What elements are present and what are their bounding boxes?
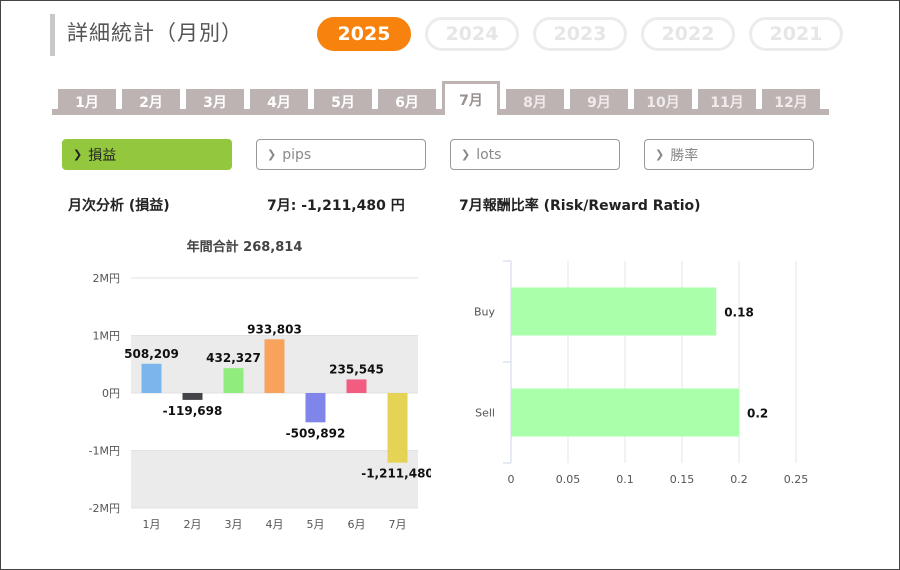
x-tick-label: 2月 — [184, 518, 202, 531]
data-label: -119,698 — [163, 404, 223, 418]
tab-month-5[interactable]: 5月 — [314, 89, 372, 115]
year-button-2022[interactable]: 2022 — [641, 17, 735, 51]
x-tick-label: 5月 — [307, 518, 325, 531]
x-tick-label: 6月 — [348, 518, 366, 531]
rr-title: 7月報酬比率 (Risk/Reward Ratio) — [459, 198, 701, 214]
tab-month-11[interactable]: 11月 — [698, 89, 756, 115]
tab-month-3[interactable]: 3月 — [186, 89, 244, 115]
rr-bar-sell — [511, 388, 739, 437]
chevron-right-icon: ❯ — [267, 148, 277, 161]
filter-label: 勝率 — [670, 147, 699, 164]
plot-band — [131, 450, 418, 508]
year-selector: 2025 2024 2023 2022 2021 — [317, 17, 843, 51]
tab-month-4[interactable]: 4月 — [250, 89, 308, 115]
filter-label: pips — [282, 146, 312, 163]
data-label: 0.18 — [724, 306, 754, 320]
tab-month-6[interactable]: 6月 — [378, 89, 436, 115]
year-button-2024[interactable]: 2024 — [425, 17, 519, 51]
data-label: 933,803 — [247, 322, 302, 336]
chevron-right-icon: ❯ — [461, 148, 471, 161]
bar-2 — [182, 393, 203, 400]
x-tick-label: 0 — [508, 473, 515, 486]
month-tabs: 1月 2月 3月 4月 5月 6月 7月 8月 9月 10月 11月 12月 — [52, 81, 829, 115]
x-tick-label: 0.15 — [670, 473, 695, 486]
bar-5 — [305, 393, 326, 423]
tab-month-10[interactable]: 10月 — [634, 89, 692, 115]
x-tick-label: 0.05 — [556, 473, 581, 486]
year-button-2021[interactable]: 2021 — [749, 17, 843, 51]
data-label: -509,892 — [286, 426, 346, 440]
x-tick-label: 0.25 — [784, 473, 809, 486]
tab-month-2[interactable]: 2月 — [122, 89, 180, 115]
filter-label: lots — [476, 146, 502, 163]
year-button-2023[interactable]: 2023 — [533, 17, 627, 51]
x-tick-label: 4月 — [266, 518, 284, 531]
x-tick-label: 1月 — [143, 518, 161, 531]
year-button-2025[interactable]: 2025 — [317, 17, 411, 51]
data-label: 432,327 — [206, 351, 261, 365]
tab-month-7[interactable]: 7月 — [442, 81, 500, 115]
y-tick-label: Buy — [474, 306, 496, 319]
x-tick-label: 3月 — [225, 518, 243, 531]
x-tick-label: 0.2 — [730, 473, 748, 486]
rr-bar-buy — [511, 287, 717, 336]
x-tick-label: 7月 — [389, 518, 407, 531]
y-tick-label: 0円 — [102, 387, 120, 400]
x-tick-label: 0.1 — [616, 473, 634, 486]
y-tick-label: Sell — [475, 407, 495, 420]
filter-lots-button[interactable]: ❯ lots — [450, 139, 620, 170]
data-label: 508,209 — [124, 347, 179, 361]
filter-label: 損益 — [88, 147, 117, 164]
tabs-baseline — [52, 109, 829, 115]
page-title: 詳細統計（月別） — [67, 21, 243, 45]
filter-pips-button[interactable]: ❯ pips — [256, 139, 426, 170]
page-header: 詳細統計（月別） — [50, 14, 243, 56]
bar-6 — [346, 379, 367, 393]
chart-title: 年間合計 268,814 — [187, 239, 303, 255]
filter-winrate-button[interactable]: ❯ 勝率 — [644, 139, 814, 170]
tab-month-1[interactable]: 1月 — [58, 89, 116, 115]
chevron-right-icon: ❯ — [655, 148, 665, 161]
filter-pnl-button[interactable]: ❯ 損益 — [62, 139, 232, 170]
y-tick-label: 2M円 — [93, 272, 121, 285]
risk-reward-chart: 0 0.05 0.1 0.15 0.2 0.25 0.18 Buy 0.2 Sell — [474, 260, 809, 486]
tab-month-8[interactable]: 8月 — [506, 89, 564, 115]
bar-7 — [387, 393, 408, 463]
monthly-pnl-chart: 2M円 1M円 0円 -1M円 -2M円 年間合計 268,814 508,209 1月 -11… — [89, 239, 431, 531]
chevron-right-icon: ❯ — [73, 148, 83, 161]
y-tick-label: 1M円 — [93, 330, 121, 343]
section-title: 月次分析 (損益) — [68, 198, 170, 214]
bar-1 — [141, 363, 162, 393]
tab-month-9[interactable]: 9月 — [570, 89, 628, 115]
month-result: 7月: -1,211,480 円 — [267, 198, 405, 214]
data-label: 0.2 — [747, 407, 768, 421]
y-tick-label: -2M円 — [89, 502, 120, 515]
bar-4 — [264, 339, 285, 393]
data-label: 235,545 — [329, 362, 384, 376]
data-label: -1,211,480 — [361, 467, 431, 481]
tab-month-12[interactable]: 12月 — [762, 89, 820, 115]
y-tick-label: -1M円 — [89, 445, 120, 458]
bar-3 — [223, 368, 244, 393]
